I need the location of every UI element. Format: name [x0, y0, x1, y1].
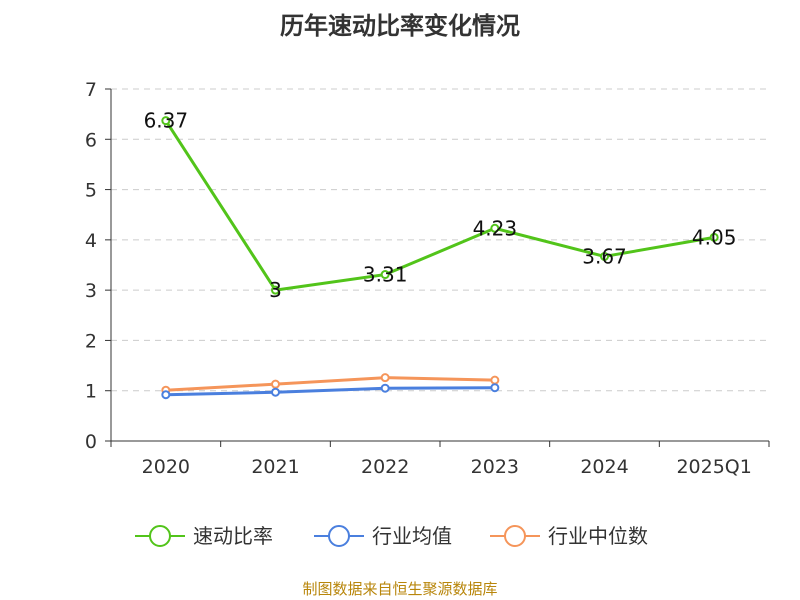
y-tick-label: 3 — [85, 280, 97, 302]
data-point — [271, 379, 280, 389]
series-line-0 — [164, 119, 715, 292]
data-label: 4.05 — [692, 225, 737, 249]
x-tick-label: 2022 — [361, 456, 409, 478]
data-point — [271, 387, 280, 397]
legend-label: 速动比率 — [193, 524, 273, 548]
data-label: 4.23 — [473, 216, 518, 240]
y-tick-label: 2 — [85, 330, 97, 352]
data-point — [271, 285, 280, 295]
data-point — [490, 375, 500, 385]
data-label: 3.31 — [363, 263, 408, 287]
chart-title: 历年速动比率变化情况 — [280, 12, 520, 40]
y-tick-label: 5 — [85, 180, 97, 202]
data-point — [380, 270, 390, 280]
x-tick-label: 2021 — [251, 456, 299, 478]
legend-marker — [504, 525, 526, 547]
data-point — [161, 116, 171, 126]
y-tick-label: 6 — [85, 129, 97, 151]
data-label: 3.67 — [582, 244, 627, 268]
legend-label: 行业中位数 — [548, 524, 648, 548]
x-tick-label: 2020 — [142, 456, 190, 478]
data-point — [380, 373, 390, 383]
data-point — [161, 390, 171, 400]
y-tick-label: 7 — [85, 79, 97, 101]
legend-marker — [328, 525, 350, 547]
x-tick-label: 2024 — [580, 456, 628, 478]
data-point — [490, 223, 500, 233]
data-point — [380, 383, 390, 393]
legend-marker — [149, 525, 171, 547]
data-label: 3 — [269, 278, 282, 302]
data-point — [600, 251, 609, 261]
source-note: 制图数据来自恒生聚源数据库 — [302, 580, 498, 598]
x-tick-label: 2025Q1 — [676, 456, 751, 478]
y-tick-label: 1 — [85, 381, 97, 403]
series-line-1 — [165, 386, 495, 397]
y-tick-label: 4 — [85, 230, 97, 252]
data-label: 6.37 — [144, 109, 189, 133]
data-point — [490, 383, 500, 393]
y-tick-label: 0 — [85, 431, 97, 453]
series-line-2 — [165, 376, 495, 392]
legend-label: 行业均值 — [372, 524, 452, 548]
data-point — [709, 232, 719, 242]
x-tick-label: 2023 — [471, 456, 519, 478]
